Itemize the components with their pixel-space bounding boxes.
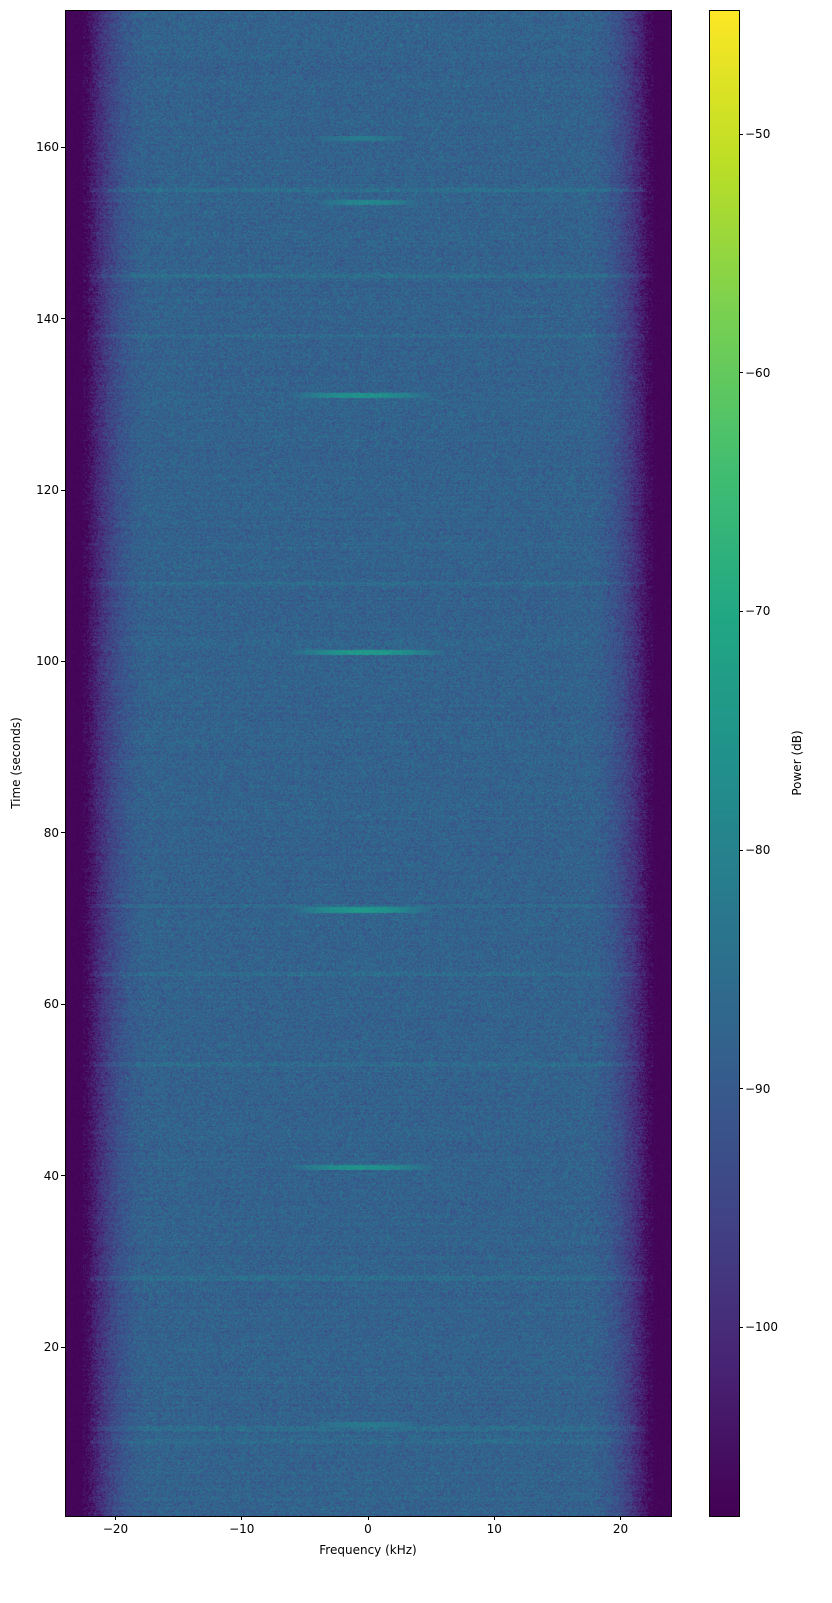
y-axis-label: Time (seconds) [9,717,23,809]
y-tick-mark [61,489,65,491]
colorbar-tick-mark [739,372,743,374]
colorbar-tick-label: −90 [745,1081,771,1096]
colorbar-tick-label: −50 [745,127,771,142]
x-tick-label: −10 [229,1522,255,1536]
colorbar-tick-mark [739,849,743,851]
x-tick-mark [493,1516,495,1520]
x-tick-mark [115,1516,116,1520]
y-tick-label: 20 [43,1340,59,1355]
colorbar-tick-mark [739,133,743,135]
y-tick-mark [61,1346,65,1348]
colorbar-gradient [709,10,739,1516]
spectrogram-plot [65,10,671,1516]
x-tick-label: 10 [486,1522,502,1536]
y-tick-mark [61,832,65,834]
spectrogram-heatmap [65,10,671,1516]
y-tick-label: 120 [36,483,59,497]
colorbar-tick-mark [739,610,743,612]
x-axis-label: Frequency (kHz) [319,1543,417,1557]
colorbar-tick-mark [739,1326,743,1328]
y-tick-mark [61,1003,65,1005]
y-tick-mark [61,660,65,662]
colorbar [709,10,739,1516]
y-tick-label: 140 [36,311,59,326]
y-tick-mark [61,1175,65,1177]
x-tick-mark [367,1516,369,1520]
x-tick-label: −20 [102,1522,129,1536]
colorbar-tick-label: −80 [745,843,771,858]
x-tick-mark [620,1516,621,1520]
y-tick-label: 40 [43,1168,59,1183]
colorbar-label: Power (dB) [790,730,804,796]
colorbar-tick-label: −60 [745,365,771,380]
x-tick-label: 20 [612,1522,629,1536]
x-tick-label: 0 [364,1522,372,1536]
y-tick-label: 60 [43,997,59,1012]
y-tick-mark [61,146,65,148]
y-tick-mark [61,318,65,320]
y-tick-label: 160 [36,140,59,155]
x-tick-mark [241,1516,243,1520]
colorbar-tick-label: −70 [745,604,771,619]
y-tick-label: 100 [36,654,59,669]
colorbar-tick-mark [739,1088,743,1090]
y-tick-label: 80 [43,825,59,840]
colorbar-tick-label: −100 [745,1320,778,1335]
